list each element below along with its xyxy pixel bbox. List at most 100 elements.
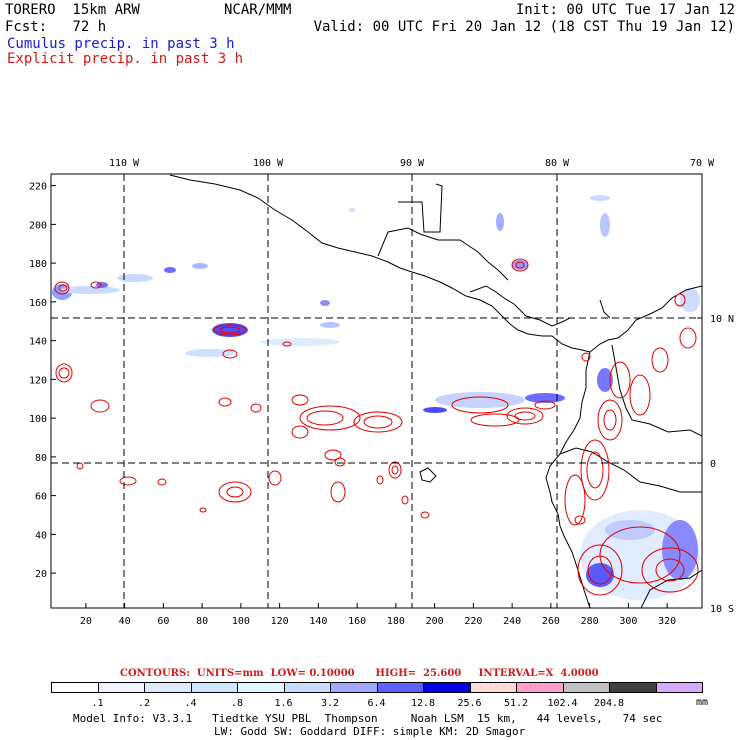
- colorbar-label: 51.2: [503, 698, 529, 709]
- caribbean-coast: [469, 285, 571, 327]
- colorbar-label: 3.2: [320, 698, 340, 709]
- precip-contour: [511, 258, 529, 272]
- precip-contour: [651, 347, 669, 373]
- colorbar-label: .4: [184, 698, 197, 709]
- precip-contour: [324, 449, 342, 461]
- map-layers: [51, 174, 702, 608]
- longitude-label: 70 W: [690, 158, 715, 169]
- precip-contour: [470, 413, 520, 427]
- x-tick-label: 40: [119, 616, 131, 627]
- cumulus-area: [600, 213, 610, 237]
- colorbar-swatch: [283, 682, 331, 693]
- colorbar-label: 1.6: [274, 698, 293, 709]
- precip-contour: [54, 281, 70, 295]
- precip-contour: [268, 470, 282, 486]
- y-tick-label: 100: [29, 414, 47, 425]
- precip-contour: [250, 403, 262, 413]
- lat-lon-grid: [51, 174, 702, 608]
- peru-bolivia-border: [640, 569, 702, 608]
- colorbar-swatch: [516, 682, 564, 693]
- colorbar-swatch: [97, 682, 145, 693]
- y-tick-label: 40: [35, 530, 47, 541]
- y-tick-label: 20: [35, 569, 47, 580]
- precip-contour: [58, 284, 68, 292]
- cumulus-area: [320, 300, 330, 306]
- colorbar-label: 102.4: [547, 698, 578, 709]
- contours-info: CONTOURS: UNITS=mm LOW= 0.10000 HIGH= 25…: [120, 668, 599, 679]
- x-tick-label: 20: [80, 616, 92, 627]
- precip-contour: [451, 396, 509, 414]
- precip-contour: [299, 405, 361, 431]
- model-info-line1: Model Info: V3.3.1 Tiedtke YSU PBL Thomp…: [73, 712, 663, 725]
- y-tick-label: 160: [29, 298, 47, 309]
- longitude-label: 90 W: [400, 158, 425, 169]
- x-tick-label: 240: [503, 616, 521, 627]
- precip-contour: [330, 481, 346, 503]
- x-tick-label: 60: [157, 616, 169, 627]
- precip-contour: [629, 374, 651, 416]
- colorbar-swatch: [190, 682, 238, 693]
- latitude-label: 10 N: [710, 314, 734, 325]
- y-tick-label: 140: [29, 337, 47, 348]
- colorbar-swatch: [562, 682, 610, 693]
- x-tick-label: 260: [542, 616, 560, 627]
- x-tick-label: 80: [196, 616, 208, 627]
- latitude-label: 0: [710, 459, 716, 470]
- x-tick-label: 100: [232, 616, 250, 627]
- cumulus-area: [605, 520, 655, 540]
- x-tick-label: 180: [387, 616, 405, 627]
- precip-contour: [291, 394, 309, 406]
- colorbar-label: .1: [91, 698, 104, 709]
- colorbar-swatch: [376, 682, 424, 693]
- colorbar-swatch: [609, 682, 657, 693]
- precip-contour: [577, 544, 623, 596]
- x-tick-label: 320: [658, 616, 676, 627]
- precip-contour: [599, 526, 681, 584]
- y-tick-label: 120: [29, 375, 47, 386]
- precip-contour: [218, 481, 252, 503]
- y-tick-label: 80: [35, 453, 47, 464]
- precip-contour: [363, 415, 393, 429]
- colorbar-swatch: [237, 682, 285, 693]
- precip-contour: [641, 547, 699, 593]
- colombia-venezuela-border: [611, 344, 702, 437]
- y-tick-label: 200: [29, 220, 47, 231]
- precip-contour: [506, 407, 544, 425]
- longitude-label: 100 W: [253, 158, 284, 169]
- precip-contour: [679, 327, 697, 349]
- cumulus-area: [512, 260, 528, 270]
- organization: NCAR/MMM: [224, 2, 292, 18]
- precip-contour: [213, 324, 247, 336]
- cumulus-area: [96, 282, 108, 288]
- model-info-line2: LW: Godd SW: Goddard DIFF: simple KM: 2D…: [214, 725, 526, 738]
- precip-contour: [580, 439, 610, 501]
- precip-contour: [515, 261, 525, 269]
- axis-labels: 20 40 60 80 100 120 140 160 180 200 220 240 260 280 30…: [29, 158, 734, 627]
- cumulus-area: [680, 288, 700, 312]
- cumulus-precip-shading: [52, 195, 700, 600]
- colorbar-swatch: [423, 682, 471, 693]
- longitude-label: 80 W: [545, 158, 570, 169]
- precip-contour: [219, 326, 241, 334]
- cumulus-area: [586, 563, 614, 587]
- colorbar-label: 12.8: [410, 698, 436, 709]
- precip-contour: [58, 367, 70, 379]
- cumulus-area: [164, 267, 176, 273]
- precip-contour: [376, 475, 384, 485]
- panama-border: [599, 299, 611, 319]
- precip-contour: [581, 352, 591, 362]
- precip-contour: [353, 411, 403, 433]
- x-tick-label: 120: [271, 616, 289, 627]
- precip-contour: [306, 410, 344, 426]
- valid-time: Valid: 00 UTC Fri 20 Jan 12 (18 CST Thu …: [313, 19, 735, 35]
- cumulus-area: [662, 520, 698, 580]
- precip-contour: [282, 341, 292, 347]
- cumulus-area: [496, 213, 504, 231]
- axis-ticks: [51, 174, 703, 609]
- x-tick-label: 280: [581, 616, 599, 627]
- precip-contour: [218, 397, 232, 407]
- x-tick-label: 220: [464, 616, 482, 627]
- x-tick-label: 200: [426, 616, 444, 627]
- forecast-hour: Fcst: 72 h: [5, 19, 107, 35]
